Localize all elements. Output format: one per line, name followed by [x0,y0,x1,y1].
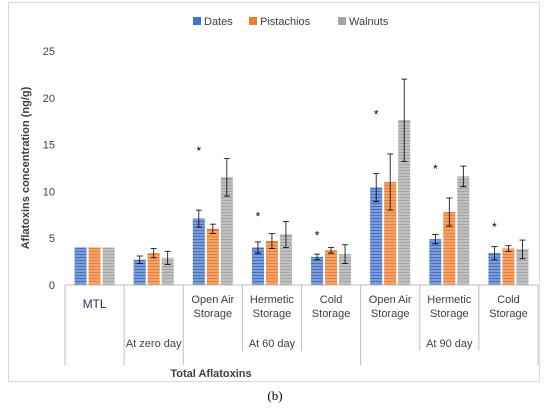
bar-dates [74,247,87,285]
significance-asterisk: * [374,108,379,122]
category-label-mtl: MTL [83,297,107,311]
bar-dates [251,247,264,285]
bar-pistachios [88,247,101,285]
legend-label-pistachios: Pistachios [260,16,311,28]
legend-swatch-pistachios [249,17,257,25]
bar-pistachios [206,228,219,285]
group-label: At 60 day [249,338,296,350]
legend-swatch-dates [193,17,201,25]
category-label: Storage [489,308,528,320]
significance-asterisk: * [492,220,497,234]
bar-dates [370,187,383,285]
category-label: At zero day [126,338,182,350]
category-label: Storage [312,308,351,320]
y-tick-label: 20 [43,93,55,105]
bar-chart: 0 5 10 15 20 25 Aflatoxins concentration (ng/g… [20,16,539,380]
bar-walnuts [516,249,529,285]
significance-asterisk: * [433,162,438,176]
y-tick-label: 25 [43,46,55,58]
significance-asterisk: * [315,228,320,242]
chart-frame: 0 5 10 15 20 25 Aflatoxins concentration (ng/g… [8,2,540,382]
category-label: Open Air [369,294,412,306]
significance-asterisk: * [196,144,201,158]
bar-dates [133,259,146,285]
category-label: Storage [371,308,410,320]
y-tick-label: 5 [49,233,55,245]
significance-asterisk: * [256,210,261,224]
category-label: Cold [320,294,343,306]
bar-pistachios [502,248,515,285]
bar-dates [192,218,205,285]
category-label: Cold [497,294,520,306]
bar-walnuts [457,176,470,285]
category-label: Open Air [191,294,234,306]
legend-swatch-walnuts [338,17,346,25]
bar-walnuts [220,177,233,285]
y-tick-label: 0 [49,280,55,292]
category-label: Storage [253,308,292,320]
x-axis-label: Total Aflatoxins [170,368,251,380]
y-tick-label: 10 [43,186,55,198]
group-label: At 90 day [426,338,473,350]
category-label: Storage [430,308,469,320]
category-label: Storage [194,308,233,320]
category-label: Hermetic [427,294,472,306]
y-tick-label: 15 [43,140,55,152]
legend-label-dates: Dates [204,16,233,28]
bar-pistachios [443,211,456,285]
y-axis-label: Aflatoxins concentration (ng/g) [20,86,32,249]
legend-label-walnuts: Walnuts [349,16,389,28]
figure-caption: (b) [267,388,283,403]
category-label: Hermetic [250,294,295,306]
bar-walnuts [102,247,115,285]
